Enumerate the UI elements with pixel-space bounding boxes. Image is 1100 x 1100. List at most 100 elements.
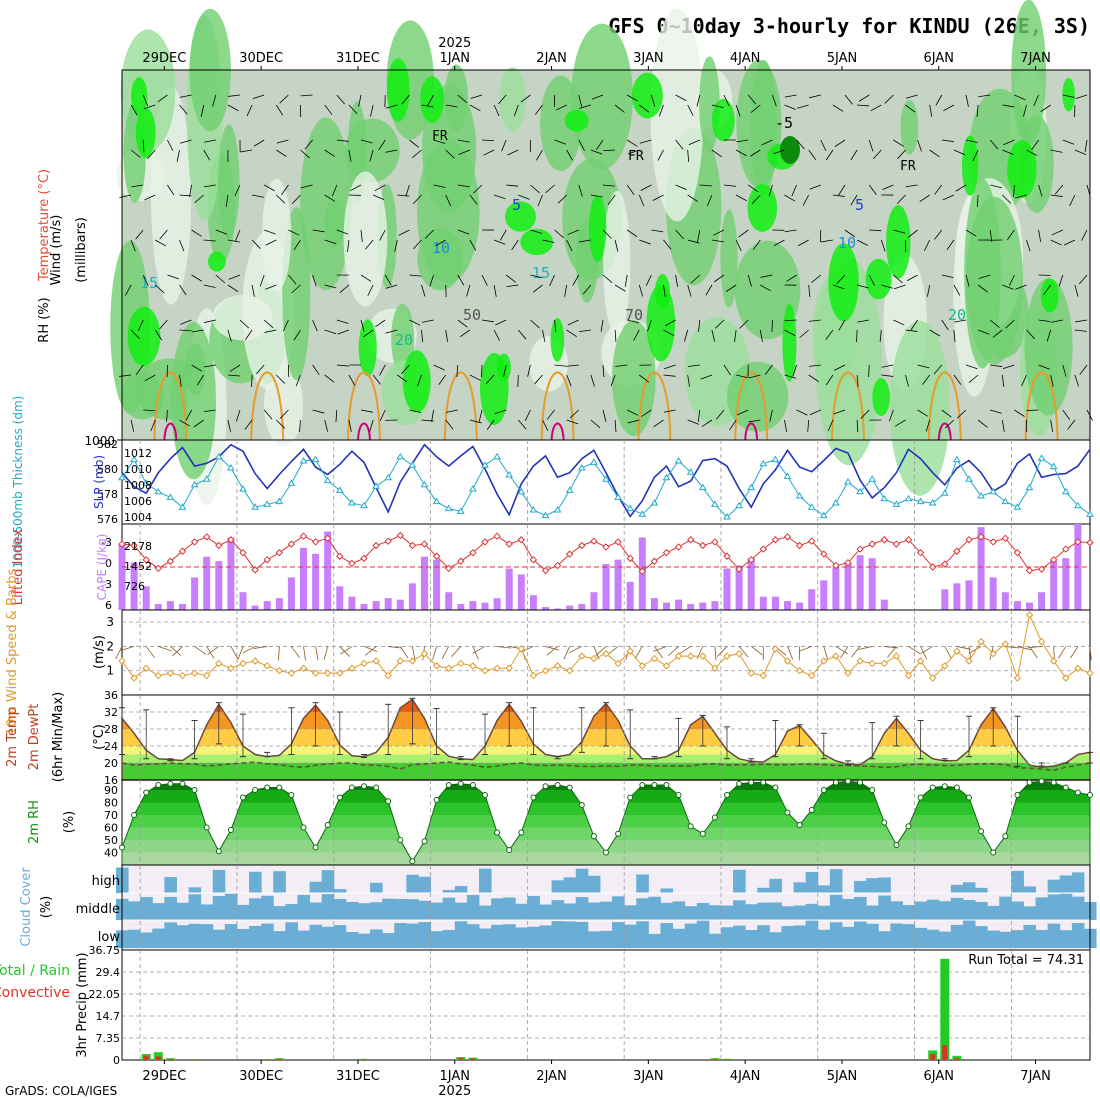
wind-barb (811, 274, 822, 283)
rh-shade-bright (828, 243, 859, 322)
li-point (953, 547, 961, 555)
wind-barb (265, 239, 277, 246)
cloud-bar (854, 880, 867, 893)
wind-barb (179, 239, 185, 252)
cape-bar (675, 599, 683, 610)
li-point (783, 533, 792, 541)
cloud-bar (176, 925, 190, 948)
wind10m-point (384, 671, 392, 680)
wind-barb (905, 104, 916, 113)
li-point (844, 558, 852, 567)
wind10m-point (202, 671, 211, 680)
cloud-bar (878, 877, 891, 893)
wind-barb (1014, 409, 1025, 417)
cloud-bar (926, 929, 940, 948)
thickness-point (1049, 462, 1058, 470)
cloud-bar (1071, 872, 1085, 893)
rh-shade-bright (747, 183, 778, 232)
thickness-point (190, 480, 199, 488)
contour-label: 20 (395, 331, 413, 349)
wind-barb (279, 94, 289, 104)
cloud-bar (575, 921, 589, 948)
thickness-point (178, 503, 187, 510)
cape-bar (989, 577, 997, 610)
cloud-bar (333, 925, 347, 948)
wind-barb (227, 239, 240, 243)
wind-barb (566, 419, 579, 425)
wind-barb (293, 239, 301, 251)
rh-shade (121, 373, 164, 420)
cloud-bar (745, 930, 758, 948)
wind-barb (1033, 94, 1039, 107)
wind-barb (1002, 364, 1015, 370)
cape-bar (542, 607, 549, 610)
thickness-point (759, 459, 768, 467)
wind-barb (130, 329, 140, 339)
wind10m-point (832, 652, 840, 660)
wind10m-barb (858, 646, 873, 650)
ylabel-rh2m: 2m RH (27, 800, 42, 844)
cape-bar (1062, 558, 1070, 610)
wind-barb (1005, 319, 1015, 329)
precip-bar-convective (143, 1055, 149, 1060)
wind-barb (469, 104, 481, 112)
cloud-bar (212, 869, 226, 893)
wind10m-barb (194, 646, 207, 655)
wind-barb (919, 194, 930, 202)
cape-bar (227, 537, 235, 610)
thickness-point (868, 475, 877, 482)
cape-bar (868, 558, 876, 610)
wind10m-barb (667, 646, 679, 657)
cape-li-panel: -3 0 3 6 2178 1452 726 Lifted Index CAPE (J/kg) (11, 523, 1094, 612)
wind-barb (300, 94, 313, 97)
li-point (215, 541, 223, 550)
precip-tick: 0 (113, 1054, 120, 1067)
thickness-point (965, 475, 973, 482)
wind-barb (524, 409, 531, 422)
wind-barb (856, 329, 858, 343)
wind10m-barb (472, 646, 479, 660)
wind10m-point (1001, 640, 1010, 648)
cloud-bar (1047, 894, 1061, 920)
wind-barb (675, 274, 678, 287)
wind10m-point (747, 669, 755, 677)
rh2m-point (554, 782, 561, 788)
li-tick: 6 (105, 599, 112, 612)
cape-bar (1050, 561, 1058, 610)
pressure-tick-label: 1000 (84, 434, 115, 448)
rh2m-point (445, 782, 452, 788)
wind-barb (905, 329, 918, 332)
wind-barb (324, 104, 333, 115)
cape-bar (759, 596, 767, 610)
wind-barb (747, 274, 752, 287)
cape-tick: 1452 (124, 560, 152, 573)
wind-barb (750, 104, 761, 113)
wind-barb (1026, 149, 1038, 157)
cloud-bar (854, 896, 867, 920)
wind-barb (905, 374, 909, 387)
wind-barb (893, 319, 905, 326)
wind-barb (858, 94, 870, 102)
thickness-point (1001, 497, 1010, 505)
cloud-bar (200, 904, 214, 920)
wind10m-point (953, 647, 961, 655)
cape-bar (856, 555, 864, 610)
wind-barb (626, 184, 635, 196)
precip-bar-convective (276, 1059, 282, 1060)
rh2m-point (1062, 784, 1069, 791)
wind-barb (834, 139, 846, 147)
cloud-bar (696, 920, 710, 948)
wind10m-point (239, 659, 247, 668)
wind-barb (978, 94, 991, 98)
wind-barb (690, 274, 701, 284)
wind-barb (246, 104, 253, 117)
li-point (699, 541, 707, 550)
wind10m-point (420, 650, 429, 658)
li-point (275, 548, 284, 557)
wind10m-point (880, 659, 889, 668)
wind-barb (283, 319, 289, 332)
li-point (856, 545, 864, 553)
rh-tick: 50 (104, 834, 118, 847)
cloud-bar (273, 931, 286, 948)
cloud-bar (491, 924, 504, 948)
